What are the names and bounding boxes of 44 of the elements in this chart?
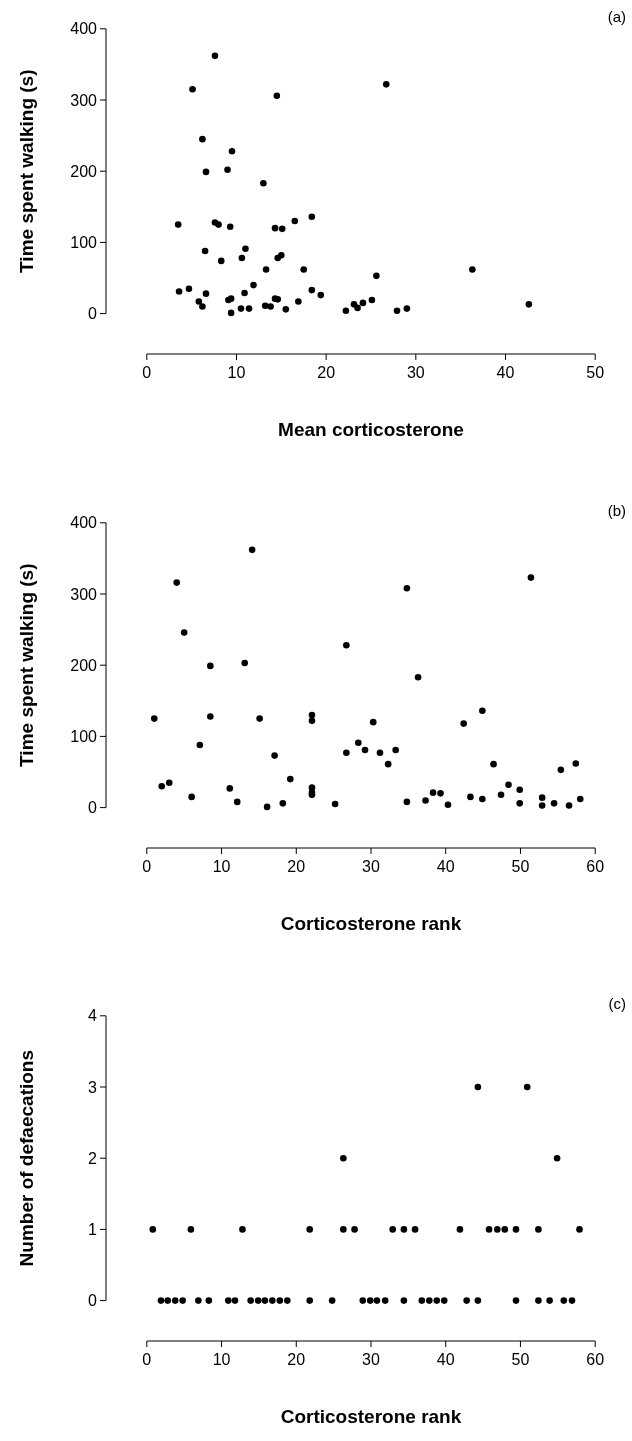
y-tick-label: 400 xyxy=(70,20,98,38)
x-tick-label: 0 xyxy=(142,857,152,875)
y-tick-label: 2 xyxy=(88,1150,98,1168)
y-tick-label: 200 xyxy=(70,162,98,180)
x-axis-title: Corticosterone rank xyxy=(280,1406,462,1428)
y-axis-title: Time spent walking (s) xyxy=(16,563,37,767)
y-tick-label: 100 xyxy=(70,234,98,251)
chart-title: (b) xyxy=(607,501,626,519)
y-tick-label: 1 xyxy=(88,1221,98,1239)
x-tick-label: 0 xyxy=(142,364,152,381)
y-axis-title: Time spent walking (s) xyxy=(16,69,37,273)
x-tick-label: 0 xyxy=(142,1351,152,1369)
x-tick-label: 50 xyxy=(511,1351,530,1369)
x-tick-label: 30 xyxy=(406,364,425,381)
y-tick-label: 0 xyxy=(88,305,98,323)
x-axis-title: Mean corticosterone xyxy=(278,419,464,440)
y-tick-label: 300 xyxy=(70,91,98,109)
x-tick-label: 20 xyxy=(287,857,306,875)
y-tick-label: 200 xyxy=(70,656,98,674)
x-tick-label: 10 xyxy=(227,364,246,381)
x-tick-label: 50 xyxy=(511,857,530,875)
x-tick-label: 60 xyxy=(586,857,605,875)
x-tick-label: 30 xyxy=(362,1351,380,1369)
x-tick-label: 30 xyxy=(362,857,380,875)
x-tick-label: 20 xyxy=(287,1351,306,1369)
chart-title: (c) xyxy=(608,995,626,1013)
x-tick-label: 60 xyxy=(586,1351,605,1369)
y-tick-label: 0 xyxy=(88,1292,98,1310)
x-tick-label: 40 xyxy=(436,1351,455,1369)
y-tick-label: 100 xyxy=(70,727,98,745)
y-tick-label: 3 xyxy=(88,1078,98,1096)
y-tick-label: 400 xyxy=(70,514,98,532)
y-tick-label: 300 xyxy=(70,585,98,603)
y-axis-title: Number of defaecations xyxy=(16,1050,37,1267)
x-tick-label: 10 xyxy=(212,1351,231,1369)
x-axis-title: Corticosterone rank xyxy=(280,912,462,934)
x-tick-label: 20 xyxy=(317,364,336,381)
y-tick-label: 0 xyxy=(88,798,98,816)
x-tick-label: 40 xyxy=(496,364,515,381)
x-tick-label: 10 xyxy=(212,857,231,875)
chart-title: (a) xyxy=(607,8,626,25)
x-tick-label: 50 xyxy=(586,364,605,381)
y-tick-label: 4 xyxy=(88,1007,98,1025)
x-tick-label: 40 xyxy=(436,857,455,875)
